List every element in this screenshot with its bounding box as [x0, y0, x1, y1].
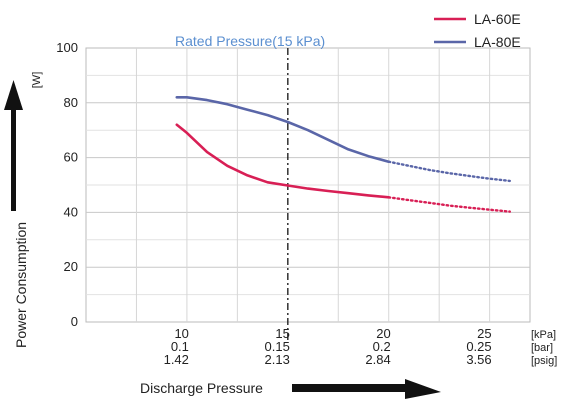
- x-axis-arrow: [292, 379, 441, 399]
- x-tick-labels: 100.11.42 150.152.13 200.22.84 250.253.56 [k…: [164, 326, 558, 367]
- y-tick-label: 100: [56, 40, 78, 55]
- x-tick-label: 2.84: [365, 352, 390, 367]
- y-tick-label: 60: [64, 150, 78, 165]
- y-axis-title: Power Consumption: [13, 222, 29, 348]
- x-tick-label: 20: [376, 326, 390, 341]
- y-tick-label: 20: [64, 259, 78, 274]
- x-tick-label: 2.13: [265, 352, 290, 367]
- x-tick-label: 0.25: [466, 339, 491, 354]
- rated-pressure-label: Rated Pressure(15 kPa): [175, 33, 325, 49]
- series-line-dotted-la80e: [387, 160, 511, 183]
- x-unit-label: [psig]: [531, 355, 557, 367]
- y-axis-arrow: [4, 80, 23, 211]
- x-tick-label: 15: [275, 326, 289, 341]
- grid: [86, 48, 530, 322]
- y-tick-label: 40: [64, 204, 78, 219]
- legend-label-la60e: LA-60E: [474, 11, 521, 27]
- series-line-la60e: [175, 123, 391, 199]
- x-tick-label: 3.56: [466, 352, 491, 367]
- x-tick-label: 10: [174, 326, 188, 341]
- x-unit-label: [bar]: [531, 342, 553, 354]
- y-tick-labels: 0 20 40 60 80 100: [56, 40, 78, 329]
- x-tick-label: 0.2: [373, 339, 391, 354]
- y-tick-label: 0: [71, 314, 78, 329]
- x-tick-label: 0.15: [265, 339, 290, 354]
- y-tick-label: 80: [64, 95, 78, 110]
- series-line-dotted-la60e: [387, 196, 511, 213]
- x-axis-title: Discharge Pressure: [140, 380, 263, 396]
- x-unit-label: [kPa]: [531, 329, 556, 341]
- legend-label-la80e: LA-80E: [474, 34, 521, 50]
- series-line-la80e: [175, 96, 391, 163]
- x-tick-label: 25: [477, 326, 491, 341]
- x-tick-label: 0.1: [171, 339, 189, 354]
- x-tick-label: 1.42: [164, 352, 189, 367]
- legend: LA-60E LA-80E: [434, 11, 521, 50]
- series-lines: [175, 96, 511, 213]
- y-axis-unit: [W]: [31, 72, 43, 89]
